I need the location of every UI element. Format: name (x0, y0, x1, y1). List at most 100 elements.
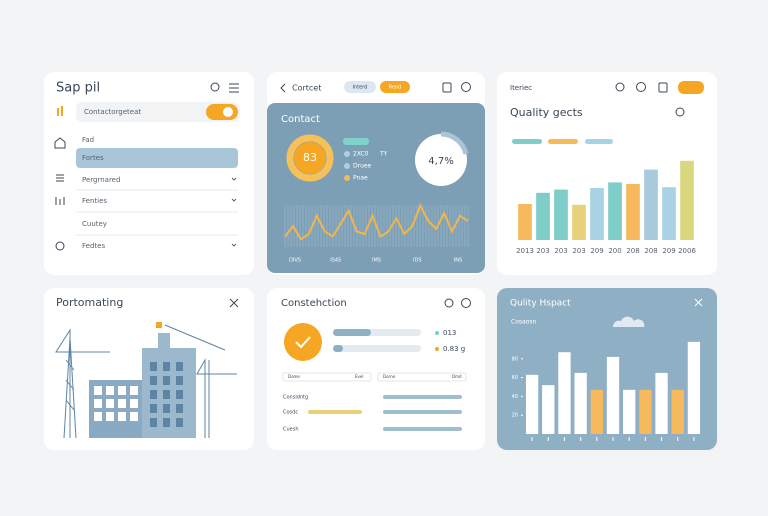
window (130, 399, 138, 408)
pill[interactable] (344, 81, 376, 93)
window (163, 404, 170, 413)
header-cell (282, 372, 372, 382)
y-tick-label: 80 (512, 356, 518, 362)
search-field[interactable] (76, 102, 240, 122)
tag: Iteriec (510, 84, 532, 92)
icon (55, 197, 65, 205)
x-tick-label: 203 (536, 247, 549, 255)
icon (57, 106, 63, 116)
close-icon[interactable] (694, 298, 703, 307)
x-tick-label: 208 (644, 247, 657, 255)
header: Dome (288, 374, 300, 379)
legend-dot (344, 163, 350, 169)
bar (655, 372, 668, 434)
title: Quality gects (510, 106, 583, 119)
y-tick-label: 40 (512, 394, 518, 400)
dot (435, 347, 439, 351)
row-bar (383, 427, 462, 431)
bar (518, 204, 532, 240)
icon (615, 82, 625, 92)
legend-dot (344, 151, 350, 157)
windows (94, 362, 183, 427)
header: Dorne (383, 374, 396, 379)
legend-pill (548, 139, 578, 144)
window (106, 399, 114, 408)
legend-pill (512, 139, 542, 144)
selected-row (76, 148, 238, 168)
bar (606, 356, 620, 434)
toggle[interactable] (206, 104, 238, 120)
window (163, 418, 170, 427)
pill-label: Interd (353, 85, 368, 91)
close-icon[interactable] (229, 298, 239, 308)
icon (675, 107, 685, 117)
legend-pill (585, 139, 613, 144)
progress-track (333, 345, 421, 352)
x-tick-label: 200 (608, 247, 621, 255)
menu-item[interactable]: Fad (82, 136, 94, 144)
subtitle: Cosaosn (511, 319, 536, 326)
window (176, 404, 183, 413)
pill[interactable] (380, 81, 410, 93)
icon (442, 82, 452, 93)
x-tick-label: 203 (554, 247, 567, 255)
window (176, 362, 183, 371)
card (44, 72, 254, 275)
flag (156, 322, 162, 328)
bar (525, 374, 539, 434)
menu-item[interactable]: Fortes (82, 154, 104, 162)
bar (558, 352, 571, 434)
row-label: Cuesh (283, 427, 299, 433)
icon (55, 241, 65, 251)
building (158, 333, 170, 348)
title: Constehction (281, 298, 347, 309)
line-chart: DIVS IS45 IMS IDS INS (284, 202, 469, 264)
search-text: Contactorgeteat (84, 108, 141, 116)
menu-item[interactable]: Cuutey (82, 220, 107, 228)
bar (680, 160, 694, 240)
side-label: TY (379, 151, 388, 158)
bar (626, 184, 640, 240)
x-tick-label: 2006 (678, 247, 696, 255)
window (150, 390, 157, 399)
menu-item[interactable]: Fenties (82, 197, 107, 205)
card (267, 288, 485, 450)
row-bar (308, 410, 362, 414)
window (94, 399, 102, 408)
bar (644, 169, 658, 240)
divider (76, 189, 238, 236)
window (150, 362, 157, 371)
back-label: Cortcet (292, 84, 321, 93)
x-tick-label: IS45 (330, 258, 341, 264)
header: Evel (355, 374, 363, 379)
x-tick-label: 208 (626, 247, 639, 255)
menu-item[interactable]: Pergrnared (82, 176, 120, 184)
donut-label: 83 (303, 151, 317, 164)
dot (435, 331, 439, 335)
bar (687, 341, 701, 434)
x-tick-label: 209 (590, 247, 603, 255)
window (106, 386, 114, 395)
window (176, 376, 183, 385)
pill[interactable] (678, 81, 704, 94)
window (150, 376, 157, 385)
back-icon[interactable] (280, 83, 286, 93)
menu-icon[interactable] (229, 83, 239, 93)
x-tick-label: DIVS (289, 258, 301, 264)
row-label: Cosdc (283, 410, 298, 416)
legend-dot (344, 175, 350, 181)
menu: Fad Fortes Pergrnared Fenties Cuutey Fed… (54, 136, 238, 251)
window (163, 362, 170, 371)
title: Sap pil (56, 81, 100, 96)
header: Dmd (452, 374, 462, 379)
icon (636, 82, 646, 92)
window (106, 412, 114, 421)
bar (572, 204, 586, 240)
row-label: Consldntg (283, 395, 308, 401)
row-bar (383, 410, 462, 414)
bar-chart: 2013 203 203 203 209 200 208 208 209 2006 (516, 160, 696, 255)
search-icon[interactable] (210, 82, 220, 92)
menu-item[interactable]: Fedtes (82, 242, 105, 250)
